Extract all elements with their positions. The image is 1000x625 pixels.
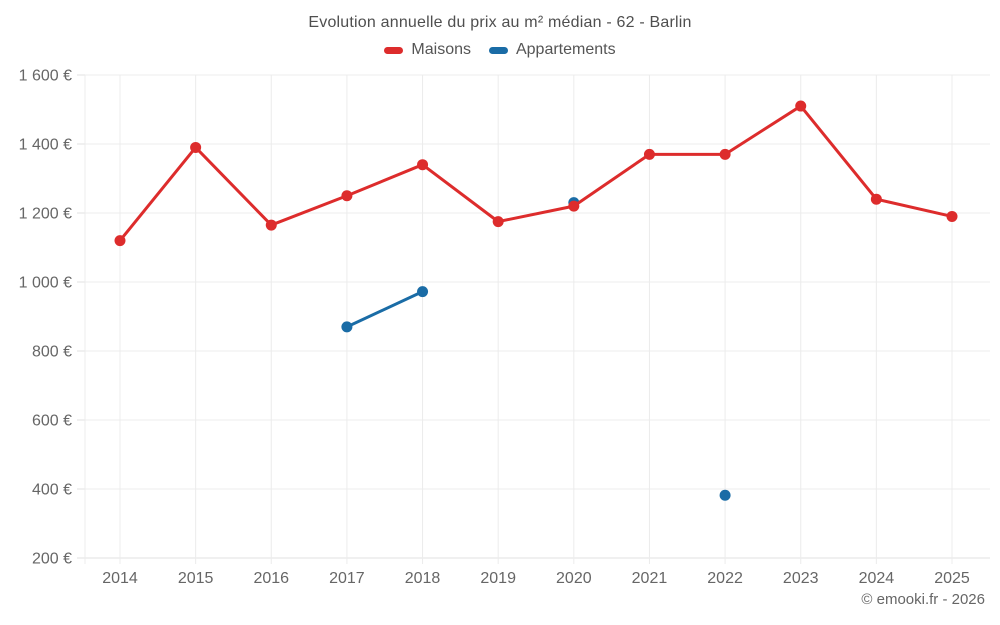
x-tick-label: 2025 xyxy=(934,570,970,587)
x-tick-label: 2015 xyxy=(178,570,214,587)
x-tick-label: 2018 xyxy=(405,570,441,587)
chart-legend: Maisons Appartements xyxy=(0,41,1000,59)
chart-header: Evolution annuelle du prix au m² médian … xyxy=(0,14,1000,59)
maisons-point-2014[interactable] xyxy=(114,235,126,247)
copyright-text: © emooki.fr - 2026 xyxy=(861,591,985,608)
maisons-point-2020[interactable] xyxy=(568,200,580,212)
legend-item-maisons[interactable]: Maisons xyxy=(384,41,471,59)
legend-label-appartements: Appartements xyxy=(515,41,616,58)
y-tick-label: 800 € xyxy=(32,344,72,361)
x-tick-label: 2020 xyxy=(556,570,592,587)
maisons-point-2022[interactable] xyxy=(719,148,731,160)
chart-title: Evolution annuelle du prix au m² médian … xyxy=(308,14,692,31)
x-tick-label: 2022 xyxy=(707,570,743,587)
maisons-point-2021[interactable] xyxy=(643,148,655,160)
x-tick-label: 2017 xyxy=(329,570,365,587)
maisons-point-2023[interactable] xyxy=(795,100,807,112)
appartements-line xyxy=(345,290,425,329)
maisons-point-2025[interactable] xyxy=(946,210,958,222)
maisons-swatch-icon xyxy=(384,46,404,54)
maisons-point-2019[interactable] xyxy=(492,216,504,228)
maisons-point-2024[interactable] xyxy=(870,193,882,205)
maisons-point-2015[interactable] xyxy=(190,141,202,153)
x-tick-label: 2019 xyxy=(480,570,516,587)
maisons-line xyxy=(118,104,954,243)
appartements-point-2018[interactable] xyxy=(417,286,429,298)
y-tick-label: 600 € xyxy=(32,413,72,430)
y-tick-label: 200 € xyxy=(32,551,72,568)
maisons-point-2016[interactable] xyxy=(265,219,277,231)
x-tick-label: 2024 xyxy=(859,570,895,587)
legend-item-appartements[interactable]: Appartements xyxy=(488,41,616,59)
x-tick-label: 2016 xyxy=(253,570,289,587)
x-tick-label: 2014 xyxy=(102,570,138,587)
y-tick-label: 1 400 € xyxy=(19,137,72,154)
maisons-point-2018[interactable] xyxy=(417,159,429,171)
y-tick-label: 400 € xyxy=(32,482,72,499)
appartements-point-2017[interactable] xyxy=(341,321,353,333)
appartements-point-2022[interactable] xyxy=(719,489,731,501)
appartements-swatch-icon xyxy=(488,46,508,54)
y-tick-label: 1 000 € xyxy=(19,275,72,292)
y-tick-label: 1 200 € xyxy=(19,206,72,223)
x-tick-label: 2023 xyxy=(783,570,819,587)
y-tick-label: 1 600 € xyxy=(19,68,72,85)
x-tick-label: 2021 xyxy=(632,570,668,587)
maisons-point-2017[interactable] xyxy=(341,190,353,202)
legend-label-maisons: Maisons xyxy=(411,41,471,58)
